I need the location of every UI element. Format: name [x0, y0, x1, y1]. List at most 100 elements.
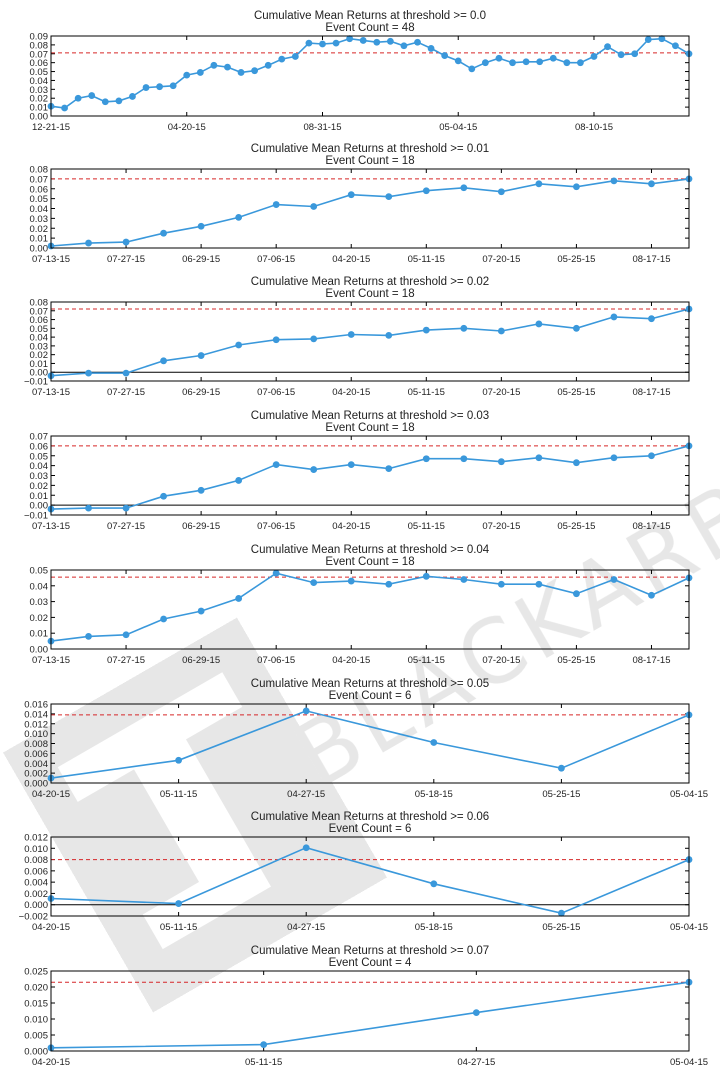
chart-title: Cumulative Mean Returns at threshold >= … [251, 945, 489, 957]
y-tick-label: 0.02 [30, 481, 49, 492]
x-tick-label: 07-27-15 [107, 254, 145, 265]
y-tick-label: 0.04 [30, 333, 49, 344]
data-point [272, 569, 280, 577]
chart-1: Cumulative Mean Returns at threshold >= … [30, 143, 693, 265]
y-tick-label: 0.07 [30, 174, 49, 185]
y-tick-label: 0.000 [24, 900, 48, 911]
data-point [385, 580, 393, 588]
x-tick-label: 07-20-15 [482, 655, 520, 666]
y-tick-label: 0.04 [30, 204, 49, 215]
data-point [61, 104, 68, 112]
data-point [224, 63, 231, 71]
data-point [648, 452, 655, 460]
x-tick-label: 05-11-15 [408, 655, 445, 666]
data-point [573, 183, 580, 191]
chart-subtitle: Event Count = 18 [325, 155, 414, 167]
y-tick-label: 0.02 [30, 94, 49, 105]
y-tick-label: 0.016 [24, 700, 48, 711]
data-point [251, 67, 259, 75]
y-tick-label: 0.07 [30, 49, 49, 60]
y-tick-label: 0.00 [30, 368, 49, 379]
y-tick-label: 0.03 [30, 597, 49, 608]
x-tick-label: 05-11-15 [408, 387, 445, 398]
chart-subtitle: Event Count = 48 [325, 22, 414, 34]
data-point [310, 579, 318, 587]
data-point [460, 576, 468, 583]
x-tick-label: 05-11-15 [160, 922, 197, 933]
data-point [319, 40, 326, 48]
data-point [495, 54, 503, 62]
data-point [610, 313, 618, 321]
data-point [422, 187, 430, 195]
y-tick-label: −0.002 [19, 912, 48, 923]
data-point [122, 238, 130, 246]
y-tick-label: 0.05 [30, 67, 49, 78]
plot-frame [50, 435, 690, 516]
y-tick-label: 0.03 [30, 85, 49, 96]
data-point [497, 327, 505, 335]
data-point [196, 69, 204, 76]
data-point [235, 213, 243, 221]
chart-title: Cumulative Mean Returns at threshold >= … [251, 276, 489, 288]
data-point [88, 92, 96, 99]
data-point [85, 504, 92, 512]
y-tick-label: 0.05 [30, 566, 49, 577]
x-tick-label: 05-25-15 [557, 655, 595, 666]
y-tick-label: 0.06 [30, 184, 49, 195]
x-tick-label: 05-25-15 [542, 789, 580, 800]
data-point [558, 764, 565, 772]
y-tick-label: 0.010 [24, 1015, 48, 1026]
chart-title: Cumulative Mean Returns at threshold >= … [251, 544, 490, 556]
y-tick-label: 0.010 [24, 729, 48, 740]
data-point [197, 222, 205, 230]
x-tick-label: 07-20-15 [482, 521, 520, 532]
series-line [50, 846, 690, 915]
chart-title: Cumulative Mean Returns at threshold >= … [254, 10, 486, 22]
y-tick-label: 0.012 [24, 719, 48, 730]
data-point [577, 59, 584, 67]
chart-title: Cumulative Mean Returns at threshold >= … [251, 143, 489, 155]
data-point [302, 844, 310, 852]
y-tick-label: 0.05 [30, 451, 49, 462]
x-tick-label: 08-17-15 [632, 254, 670, 265]
y-tick-label: 0.000 [24, 1047, 48, 1058]
series-line [50, 572, 690, 642]
data-point [610, 576, 618, 583]
data-point [454, 57, 462, 65]
data-point [617, 51, 625, 59]
data-point [497, 458, 505, 466]
data-point [648, 315, 655, 323]
x-tick-label: 06-29-15 [182, 521, 220, 532]
data-point [346, 35, 354, 43]
y-tick-label: −0.01 [24, 511, 48, 522]
series-line [50, 445, 690, 510]
x-tick-label: 05-11-15 [160, 789, 197, 800]
data-point [235, 477, 243, 484]
data-point [386, 37, 394, 45]
x-tick-label: 05-04-15 [670, 1057, 708, 1068]
data-point [235, 595, 243, 602]
chart-5: Cumulative Mean Returns at threshold >= … [24, 678, 708, 800]
y-tick-label: 0.00 [30, 244, 49, 255]
data-point [183, 71, 191, 79]
data-point [535, 320, 543, 328]
y-tick-label: 0.020 [24, 983, 48, 994]
data-point [631, 50, 639, 58]
y-tick-label: 0.05 [30, 324, 49, 335]
chart-subtitle: Event Count = 18 [325, 288, 414, 300]
y-tick-label: 0.004 [24, 759, 48, 770]
x-tick-label: 04-20-15 [32, 789, 70, 800]
x-tick-label: 05-25-15 [557, 387, 595, 398]
data-point [122, 504, 130, 512]
x-tick-label: 04-20-15 [332, 521, 370, 532]
x-tick-label: 08-17-15 [632, 387, 670, 398]
data-point [237, 69, 245, 76]
data-point [272, 461, 280, 469]
data-point [535, 454, 543, 462]
data-point [122, 631, 130, 639]
data-point [658, 35, 666, 43]
data-point [142, 84, 150, 91]
chart-subtitle: Event Count = 6 [329, 823, 412, 835]
data-point [427, 45, 435, 52]
x-tick-label: 04-20-15 [332, 655, 370, 666]
